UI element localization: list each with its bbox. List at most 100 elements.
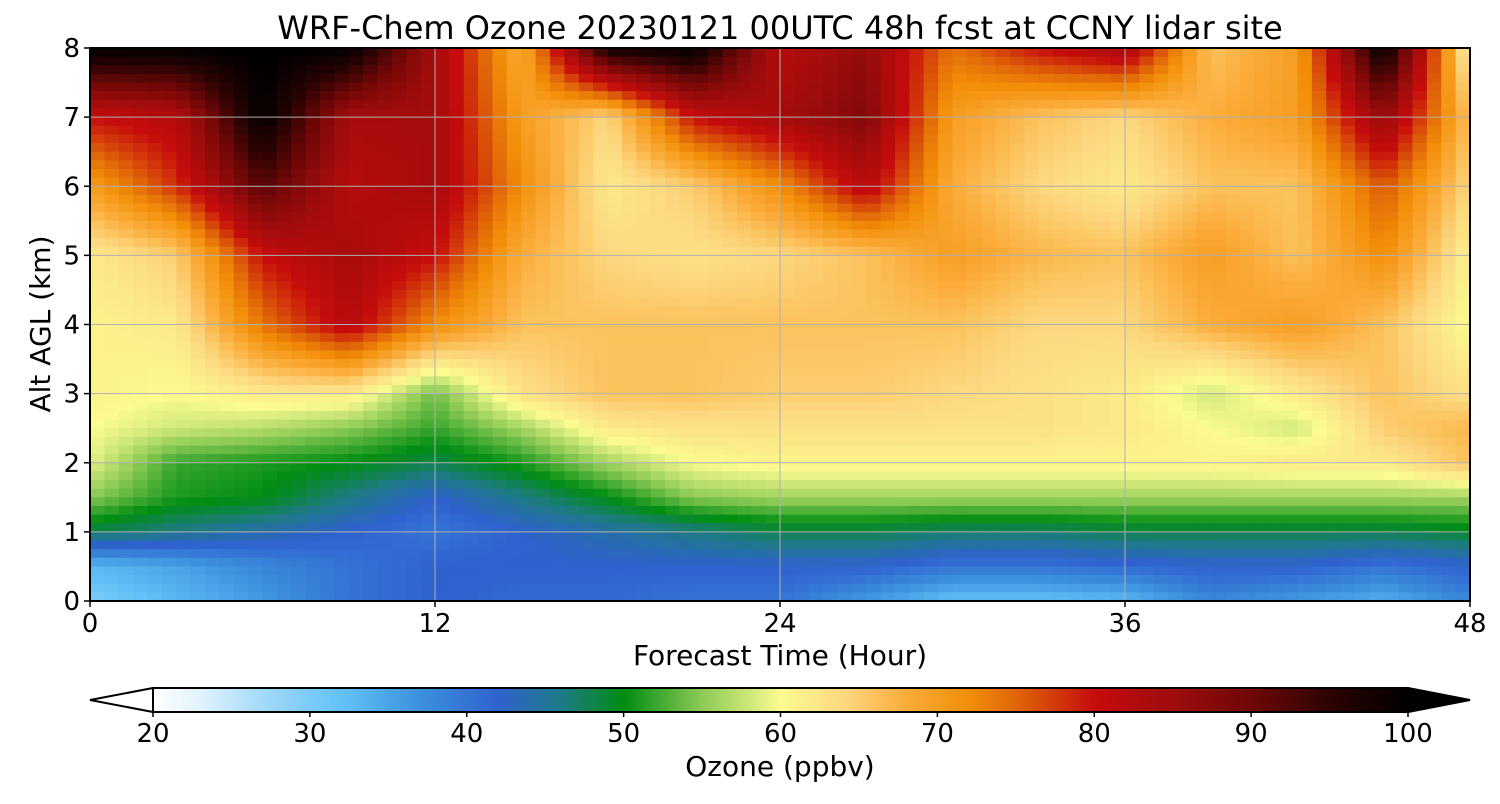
heatmap-cell: [118, 454, 134, 464]
heatmap-cell: [377, 376, 393, 386]
heatmap-cell: [1311, 186, 1327, 196]
heatmap-cell: [219, 333, 235, 343]
heatmap-cell: [981, 402, 997, 412]
heatmap-cell: [133, 471, 149, 481]
heatmap-cell: [1383, 436, 1399, 447]
heatmap-cell: [406, 186, 422, 196]
heatmap-cell: [406, 255, 422, 265]
heatmap-cell: [751, 65, 767, 75]
heatmap-cell: [363, 151, 379, 161]
heatmap-cell: [118, 497, 134, 507]
heatmap-cell: [348, 376, 364, 386]
heatmap-cell: [1383, 307, 1399, 317]
heatmap-cell: [1038, 298, 1054, 308]
heatmap-cell: [348, 99, 364, 110]
heatmap-cell: [909, 264, 925, 274]
heatmap-cell: [1125, 56, 1140, 66]
heatmap-cell: [751, 307, 767, 317]
heatmap-cell: [1053, 48, 1069, 58]
heatmap-cell: [90, 462, 105, 472]
heatmap-cell: [607, 333, 623, 343]
heatmap-cell: [693, 367, 709, 377]
heatmap-cell: [305, 462, 321, 472]
heatmap-cell: [1355, 428, 1370, 438]
heatmap-cell: [1398, 186, 1414, 196]
heatmap-cell: [593, 246, 609, 256]
heatmap-cell: [1326, 324, 1342, 334]
heatmap-cell: [521, 376, 537, 386]
heatmap-cell: [1240, 56, 1255, 66]
heatmap-cell: [1153, 73, 1169, 84]
heatmap-cell: [147, 393, 163, 403]
heatmap-cell: [478, 488, 494, 498]
heatmap-cell: [1211, 333, 1227, 343]
heatmap-cell: [1125, 298, 1140, 308]
heatmap-cell: [1139, 315, 1155, 326]
heatmap-cell: [736, 376, 752, 386]
heatmap-cell: [1225, 376, 1241, 386]
heatmap-cell: [90, 99, 105, 110]
heatmap-cell: [334, 289, 350, 300]
heatmap-cell: [895, 99, 910, 110]
heatmap-cell: [1182, 99, 1198, 110]
heatmap-cell: [808, 125, 824, 136]
heatmap-cell: [161, 168, 177, 179]
heatmap-cell: [492, 48, 508, 58]
heatmap-cell: [377, 238, 393, 248]
heatmap-cell: [377, 186, 393, 196]
heatmap-cell: [636, 471, 652, 481]
heatmap-cell: [1096, 91, 1112, 101]
heatmap-cell: [1024, 480, 1040, 490]
heatmap-cell: [161, 471, 177, 481]
heatmap-cell: [1455, 402, 1470, 412]
heatmap-cell: [492, 428, 508, 438]
heatmap-cell: [118, 108, 134, 118]
heatmap-cell: [1153, 255, 1169, 265]
heatmap-cell: [693, 436, 709, 447]
heatmap-cell: [1139, 91, 1155, 101]
heatmap-cell: [1168, 488, 1184, 498]
heatmap-cell: [506, 471, 522, 481]
heatmap-cell: [765, 289, 781, 300]
heatmap-cell: [1369, 272, 1385, 282]
heatmap-cell: [1038, 194, 1054, 205]
heatmap-cell: [1340, 177, 1356, 187]
heatmap-cell: [262, 134, 278, 144]
heatmap-cell: [1426, 203, 1442, 213]
heatmap-cell: [506, 151, 522, 161]
heatmap-cell: [363, 168, 379, 179]
heatmap-cell: [665, 177, 680, 187]
heatmap-cell: [406, 359, 422, 369]
heatmap-cell: [478, 143, 494, 153]
heatmap-cell: [435, 212, 450, 222]
heatmap-cell: [320, 194, 335, 205]
heatmap-cell: [190, 298, 206, 308]
heatmap-cell: [578, 419, 594, 429]
heatmap-cell: [1398, 73, 1414, 84]
heatmap-cell: [463, 462, 479, 472]
heatmap-cell: [276, 246, 292, 256]
heatmap-cell: [765, 264, 781, 274]
heatmap-cell: [348, 246, 364, 256]
heatmap-cell: [506, 229, 522, 239]
heatmap-cell: [593, 471, 609, 481]
heatmap-cell: [521, 238, 537, 248]
heatmap-cell: [1455, 428, 1470, 438]
heatmap-cell: [665, 65, 680, 75]
heatmap-cell: [1010, 186, 1025, 196]
heatmap-cell: [895, 186, 910, 196]
heatmap-cell: [823, 108, 839, 118]
heatmap-cell: [1067, 333, 1083, 343]
heatmap-cell: [636, 82, 652, 92]
heatmap-cell: [722, 272, 738, 282]
heatmap-cell: [1268, 108, 1284, 118]
heatmap-cell: [1211, 419, 1227, 429]
heatmap-cell: [794, 194, 810, 205]
heatmap-cell: [276, 298, 292, 308]
heatmap-cell: [636, 341, 652, 352]
heatmap-cell: [765, 393, 781, 403]
heatmap-cell: [1211, 324, 1227, 334]
heatmap-cell: [1225, 384, 1241, 395]
heatmap-cell: [104, 367, 120, 377]
heatmap-cell: [880, 82, 896, 92]
